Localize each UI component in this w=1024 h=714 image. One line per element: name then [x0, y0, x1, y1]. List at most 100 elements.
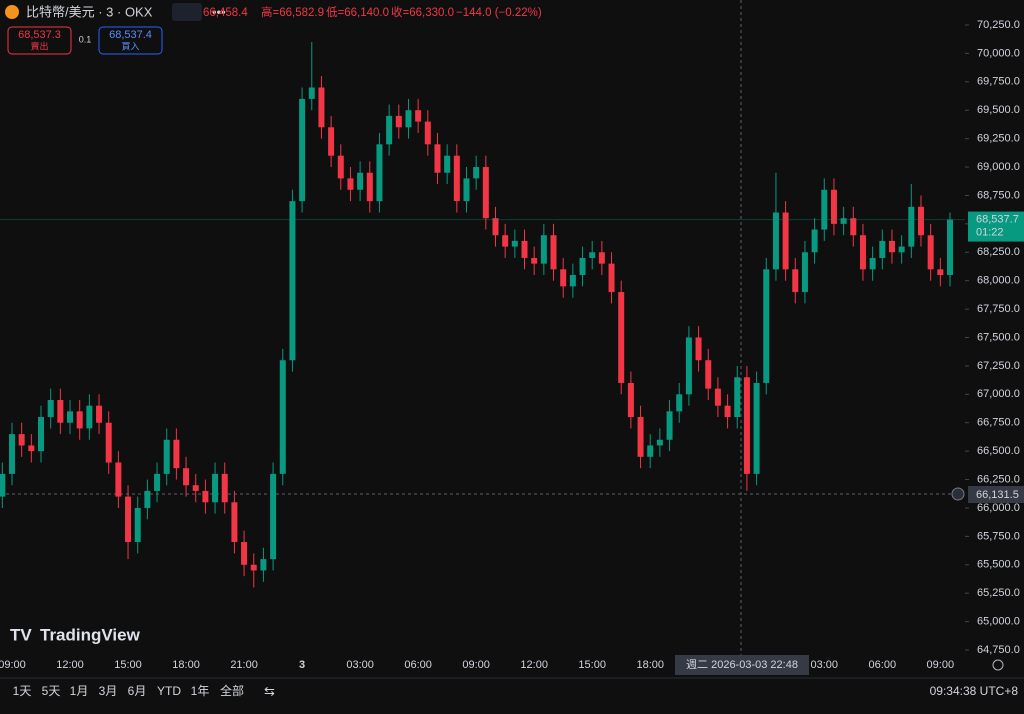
- range-button[interactable]: 5天: [42, 684, 61, 698]
- x-tick-label: 15:00: [578, 659, 606, 671]
- more-button[interactable]: •••: [212, 4, 226, 19]
- y-tick-label: 67,250.0: [977, 360, 1020, 372]
- candle-body: [521, 240, 528, 258]
- y-tick-label: 65,000.0: [977, 615, 1020, 627]
- candle-body: [105, 422, 112, 463]
- candle-body: [917, 206, 924, 236]
- candle-body: [86, 405, 93, 429]
- hide-button[interactable]: [172, 3, 202, 21]
- range-button[interactable]: 6月: [128, 684, 147, 698]
- last-price-box: [968, 211, 1024, 242]
- candle-body: [830, 189, 837, 224]
- candle-body: [47, 400, 54, 418]
- crosshair-price-box: [968, 486, 1024, 503]
- candle-body: [743, 377, 750, 474]
- candle-body: [550, 235, 557, 270]
- range-button[interactable]: 全部: [220, 683, 244, 698]
- crosshair-time-box: [675, 655, 809, 675]
- clock: 09:34:38 UTC+8: [930, 684, 1019, 698]
- candle-body: [96, 405, 103, 423]
- y-tick-label: 69,250.0: [977, 133, 1020, 145]
- candle-body: [705, 360, 712, 389]
- buy-label: 買入: [121, 41, 139, 51]
- candle-body: [772, 212, 779, 270]
- candle-body: [927, 235, 934, 270]
- candle-body: [579, 257, 586, 275]
- candle-body: [608, 263, 615, 293]
- range-button[interactable]: 3月: [99, 684, 118, 698]
- y-tick-label: 65,500.0: [977, 559, 1020, 571]
- candle-body: [685, 337, 692, 395]
- candle-body: [569, 275, 576, 287]
- buy-button[interactable]: [98, 26, 163, 55]
- candle-body: [183, 468, 190, 486]
- x-tick-label: 06:00: [404, 659, 432, 671]
- candle-body: [473, 167, 480, 179]
- candle-body: [221, 473, 228, 503]
- compare-button[interactable]: ⇆: [264, 683, 275, 698]
- candle-body: [144, 490, 151, 508]
- coin-icon: [5, 5, 19, 19]
- candle-body: [850, 218, 857, 236]
- candle-body: [502, 235, 509, 247]
- candle-body: [898, 246, 905, 253]
- candle-body: [811, 229, 818, 253]
- sell-button[interactable]: [7, 26, 72, 55]
- candle-body: [57, 400, 64, 423]
- ohlc-value: 高=66,582.9: [261, 5, 324, 19]
- candle-body: [879, 240, 886, 258]
- candle-body: [666, 411, 673, 440]
- y-tick-label: 68,000.0: [977, 275, 1020, 287]
- candle-body: [937, 269, 944, 275]
- candle-body: [125, 496, 132, 543]
- candle-body: [212, 473, 219, 503]
- candle-body: [840, 218, 847, 224]
- sell-price: 68,537.3: [18, 29, 61, 41]
- candle-body: [598, 252, 605, 264]
- candle-body: [888, 240, 895, 253]
- candle-body: [415, 110, 422, 122]
- y-tick-label: 66,250.0: [977, 473, 1020, 485]
- ohlc-value: 收=66,330.0: [391, 5, 454, 19]
- add-button[interactable]: [951, 487, 965, 501]
- x-tick-label: 15:00: [114, 659, 142, 671]
- buy-price: 68,537.4: [109, 29, 152, 41]
- candle-body: [163, 439, 170, 474]
- x-tick-label: 09:00: [462, 659, 490, 671]
- candle-body: [821, 189, 828, 230]
- candle-body: [318, 87, 325, 128]
- y-tick-label: 67,000.0: [977, 388, 1020, 400]
- range-button[interactable]: 1月: [70, 684, 89, 698]
- candle-body: [618, 292, 625, 383]
- range-button[interactable]: YTD: [157, 684, 181, 698]
- candle-body: [492, 218, 499, 236]
- candle-body: [782, 212, 789, 270]
- y-tick-label: 67,750.0: [977, 303, 1020, 315]
- symbol: 比特幣/美元 · 3 · OKX: [26, 4, 153, 19]
- candle-body: [202, 490, 209, 503]
- candle-body: [67, 411, 74, 423]
- candle-body: [724, 405, 731, 418]
- candle-body: [444, 155, 451, 173]
- x-tick-label: 06:00: [869, 659, 897, 671]
- candle-body: [463, 178, 470, 202]
- candle-body: [763, 269, 770, 383]
- candle-body: [482, 167, 489, 219]
- range-button[interactable]: 1年: [191, 684, 210, 698]
- x-tick-label: 09:00: [927, 659, 955, 671]
- countdown: 01:22: [976, 226, 1004, 238]
- candle-body: [734, 377, 741, 418]
- ohlc-value: 66,458.4: [203, 7, 248, 19]
- range-button[interactable]: 1天: [13, 684, 32, 698]
- candle-body: [260, 559, 267, 571]
- settings-button[interactable]: [992, 659, 1004, 671]
- candle-body: [405, 110, 412, 128]
- candle-body: [540, 235, 547, 264]
- candle-body: [337, 155, 344, 179]
- y-tick-label: 68,250.0: [977, 246, 1020, 258]
- candle-body: [76, 411, 83, 429]
- y-tick-label: 69,500.0: [977, 104, 1020, 116]
- candle-body: [676, 394, 683, 412]
- candle-body: [647, 445, 654, 457]
